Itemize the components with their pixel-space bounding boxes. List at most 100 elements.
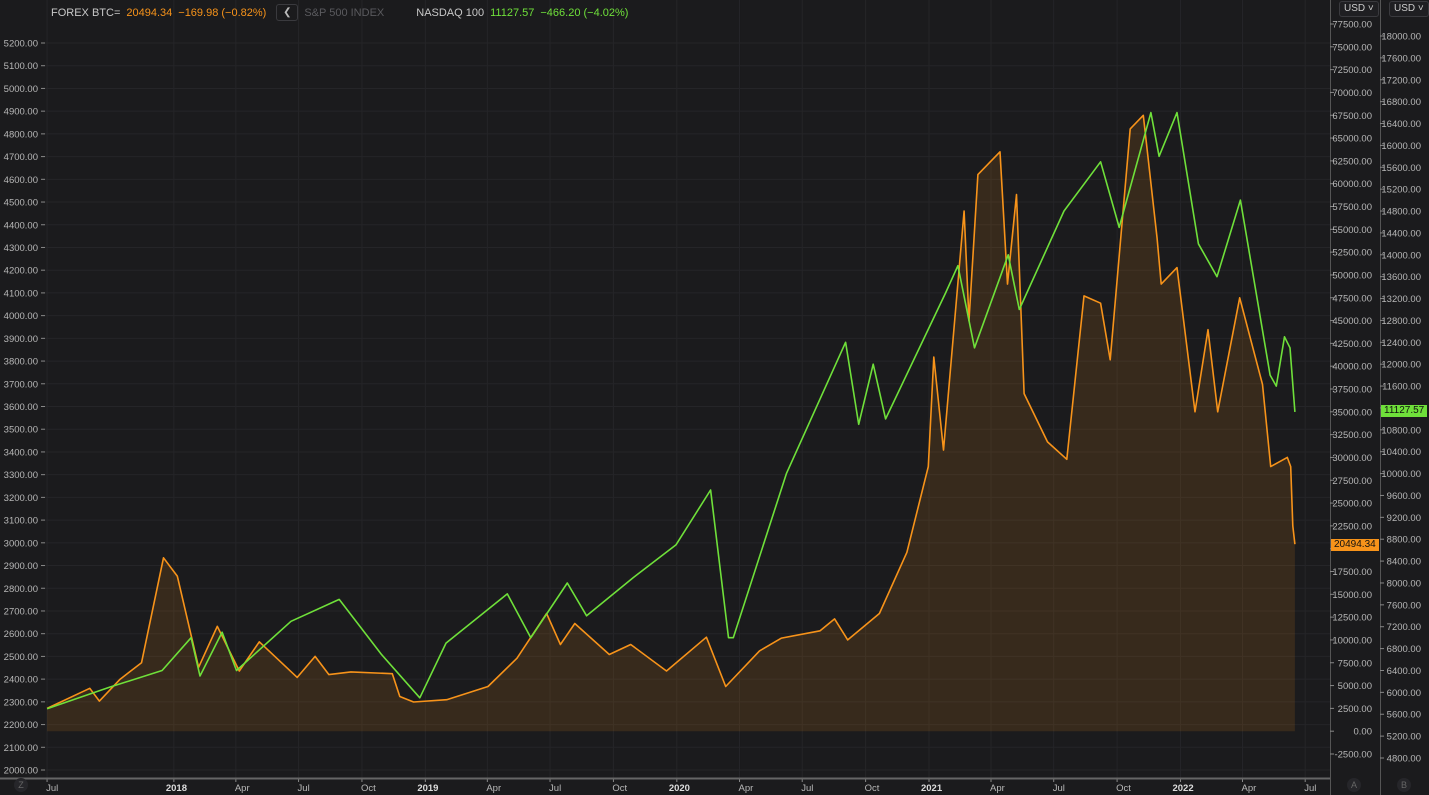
y-tick-label-left: 4500.00 [4, 198, 38, 209]
x-tick-label: Jul [298, 783, 310, 794]
y-tick-label-btc: 12500.00 [1332, 613, 1372, 624]
ndx-price-badge: 11127.57 [1381, 405, 1428, 417]
right-axes-bg [1330, 0, 1429, 795]
btc-price-badge: 20494.34 [1331, 539, 1379, 551]
y-tick-label-left: 4900.00 [4, 107, 38, 118]
y-tick-label-btc: 70000.00 [1332, 88, 1372, 99]
y-tick-label-left: 3800.00 [4, 357, 38, 368]
x-tick-label: Apr [1241, 783, 1256, 794]
y-tick-label-ndx: 12000.00 [1381, 360, 1421, 371]
zoom-reset-button[interactable]: Z [14, 778, 28, 792]
x-tick-label: 2020 [669, 783, 690, 794]
x-tick-label: Oct [612, 783, 627, 794]
y-tick-label-ndx: 14800.00 [1381, 207, 1421, 218]
y-tick-label-ndx: 4800.00 [1387, 754, 1421, 765]
y-tick-label-left: 4700.00 [4, 152, 38, 163]
y-tick-label-left: 4800.00 [4, 129, 38, 140]
x-tick-label: Apr [235, 783, 250, 794]
y-tick-label-left: 2200.00 [4, 720, 38, 731]
y-tick-label-left: 3200.00 [4, 493, 38, 504]
series-area-btc [47, 115, 1295, 732]
series-line-btc [46, 114, 1296, 710]
y-tick-label-ndx: 8400.00 [1387, 557, 1421, 568]
y-tick-label-ndx: 16400.00 [1381, 119, 1421, 130]
y-tick-label-left: 2700.00 [4, 606, 38, 617]
y-tick-label-left: 5000.00 [4, 84, 38, 95]
y-tick-label-btc: 52500.00 [1332, 248, 1372, 259]
y-tick-label-ndx: 11600.00 [1382, 382, 1421, 393]
y-tick-label-left: 3900.00 [4, 334, 38, 345]
y-tick-label-left: 2800.00 [4, 584, 38, 595]
y-tick-label-left: 4400.00 [4, 220, 38, 231]
y-tick-label-btc: 45000.00 [1332, 316, 1372, 327]
x-tick-label: 2022 [1172, 783, 1193, 794]
y-tick-label-btc: 75000.00 [1332, 42, 1372, 53]
x-tick-label: Apr [739, 783, 754, 794]
y-tick-label-btc: 42500.00 [1332, 339, 1372, 350]
y-tick-label-btc: 55000.00 [1332, 225, 1372, 236]
y-tick-label-ndx: 6400.00 [1387, 666, 1421, 677]
y-tick-label-left: 2600.00 [4, 629, 38, 640]
x-tick-label: Jul [1053, 783, 1065, 794]
y-tick-label-ndx: 8000.00 [1387, 578, 1421, 589]
y-tick-label-btc: 27500.00 [1332, 476, 1372, 487]
btc-legend-change: −169.98 (−0.82%) [178, 6, 267, 19]
x-tick-label: Jul [801, 783, 813, 794]
y-tick-label-btc: 2500.00 [1338, 704, 1372, 715]
y-tick-label-ndx: 15600.00 [1381, 163, 1421, 174]
ndx-currency-dropdown[interactable]: USD ˅ [1389, 1, 1429, 17]
chevron-left-icon[interactable]: ❮ [276, 4, 299, 21]
series-line-ndx [46, 111, 1296, 710]
ndx-legend-price: 11127.57 [490, 6, 535, 19]
auto-scale-button-btc[interactable]: A [1347, 778, 1361, 792]
currency-label: USD [1344, 3, 1366, 14]
y-tick-label-btc: 37500.00 [1332, 385, 1372, 396]
y-tick-label-btc: 77500.00 [1332, 20, 1372, 31]
y-tick-label-btc: 35000.00 [1332, 407, 1372, 418]
y-tick-label-btc: 10000.00 [1332, 635, 1372, 646]
x-tick-label: 2018 [166, 783, 187, 794]
y-tick-label-ndx: 5600.00 [1387, 710, 1421, 721]
y-tick-label-btc: 22500.00 [1332, 521, 1372, 532]
y-tick-label-ndx: 6800.00 [1387, 644, 1421, 655]
ndx-legend-change: −466.20 (−4.02%) [540, 6, 629, 19]
y-tick-label-ndx: 13200.00 [1381, 294, 1421, 305]
y-tick-label-btc: 17500.00 [1332, 567, 1372, 578]
btc-legend-price: 20494.34 [126, 6, 173, 19]
y-tick-label-btc: 57500.00 [1332, 202, 1372, 213]
y-tick-label-ndx: 7600.00 [1387, 600, 1421, 611]
y-tick-label-ndx: 14000.00 [1381, 250, 1421, 261]
sp500-legend-name[interactable]: S&P 500 INDEX [304, 6, 385, 19]
x-tick-label: 2021 [921, 783, 943, 794]
plot-area [45, 0, 1330, 778]
y-tick-label-ndx: 17600.00 [1381, 53, 1421, 64]
y-tick-label-left: 3500.00 [4, 425, 38, 436]
y-tick-label-left: 4300.00 [4, 243, 38, 254]
y-tick-label-ndx: 17200.00 [1381, 75, 1421, 86]
y-tick-label-btc: 62500.00 [1332, 156, 1372, 167]
ndx-legend-name[interactable]: NASDAQ 100 [416, 6, 485, 19]
btc-currency-dropdown[interactable]: USD ˅ [1339, 1, 1379, 17]
currency-label: USD [1394, 3, 1416, 14]
x-tick-label: Apr [486, 783, 501, 794]
y-tick-label-btc: -2500.00 [1334, 750, 1372, 761]
y-tick-label-btc: 67500.00 [1332, 111, 1372, 122]
y-tick-label-left: 2000.00 [4, 766, 38, 777]
y-tick-label-left: 5200.00 [4, 39, 38, 50]
y-tick-label-ndx: 16000.00 [1381, 141, 1421, 152]
y-tick-label-ndx: 18000.00 [1381, 32, 1421, 43]
y-tick-label-btc: 0.00 [1354, 727, 1373, 738]
y-tick-label-ndx: 12400.00 [1381, 338, 1421, 349]
y-tick-label-left: 2100.00 [4, 743, 38, 754]
y-tick-label-ndx: 13600.00 [1381, 272, 1421, 283]
y-tick-label-ndx: 5200.00 [1387, 732, 1421, 743]
y-tick-label-left: 2500.00 [4, 652, 38, 663]
y-tick-label-left: 5100.00 [4, 61, 38, 72]
y-tick-label-left: 4000.00 [4, 311, 38, 322]
btc-legend-name[interactable]: FOREX BTC= [51, 6, 121, 19]
y-tick-label-btc: 5000.00 [1338, 681, 1372, 692]
y-tick-label-left: 3700.00 [4, 379, 38, 390]
auto-scale-button-ndx[interactable]: B [1397, 778, 1411, 792]
y-tick-label-left: 2400.00 [4, 675, 38, 686]
